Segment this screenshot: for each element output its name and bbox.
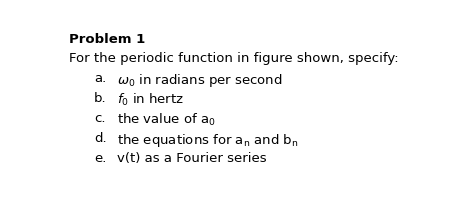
Text: e.: e. [94, 152, 106, 165]
Text: For the periodic function in figure shown, specify:: For the periodic function in figure show… [69, 53, 398, 66]
Text: v(t) as a Fourier series: v(t) as a Fourier series [117, 152, 267, 165]
Text: b.: b. [94, 92, 106, 105]
Text: a.: a. [94, 72, 106, 85]
Text: d.: d. [94, 132, 106, 145]
Text: c.: c. [94, 112, 105, 125]
Text: the equations for $\mathregular{a_n}$ and $\mathregular{b_n}$: the equations for $\mathregular{a_n}$ an… [117, 132, 299, 149]
Text: $\omega_0$ in radians per second: $\omega_0$ in radians per second [117, 72, 282, 89]
Text: $f_0$ in hertz: $f_0$ in hertz [117, 92, 184, 108]
Text: the value of $\mathregular{a_0}$: the value of $\mathregular{a_0}$ [117, 112, 216, 128]
Text: Problem 1: Problem 1 [69, 33, 145, 46]
